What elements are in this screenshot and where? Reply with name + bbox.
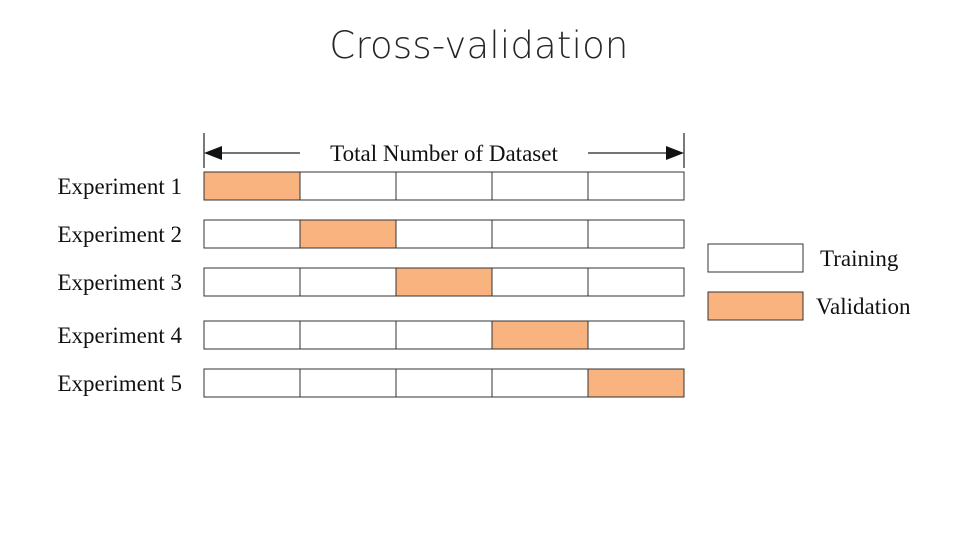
validation-fold-cell (491, 320, 589, 350)
validation-fold-cell (299, 219, 397, 249)
training-fold-cell (587, 320, 685, 350)
training-fold-cell (491, 219, 589, 249)
training-fold-cell (587, 219, 685, 249)
arrow-right-icon (666, 146, 684, 160)
legend-validation-label: Validation (816, 294, 911, 319)
training-fold-cell (299, 368, 397, 398)
training-fold-cell (491, 171, 589, 201)
validation-fold-cell (587, 368, 685, 398)
validation-fold-cell (203, 171, 301, 201)
training-fold-cell (299, 320, 397, 350)
experiment-label: Experiment 2 (57, 222, 182, 247)
training-fold-cell (587, 171, 685, 201)
training-fold-cell (299, 171, 397, 201)
experiment-label: Experiment 3 (57, 270, 182, 295)
legend: Training Validation (707, 243, 911, 321)
training-fold-cell (299, 267, 397, 297)
validation-fold-cell (395, 267, 493, 297)
legend-training-swatch (707, 243, 804, 273)
legend-training-label: Training (820, 246, 899, 271)
training-fold-cell (203, 219, 301, 249)
span-label: Total Number of Dataset (330, 141, 558, 166)
experiment-row: Experiment 3 (57, 267, 685, 297)
experiment-rows: Experiment 1 Experiment 2 Experiment 3 Expe… (57, 171, 685, 398)
experiment-label: Experiment 1 (57, 174, 182, 199)
dataset-span-indicator: Total Number of Dataset (203, 133, 685, 168)
experiment-label: Experiment 5 (57, 371, 182, 396)
training-fold-cell (587, 267, 685, 297)
experiment-row: Experiment 1 (57, 171, 685, 201)
experiment-row: Experiment 2 (57, 219, 685, 249)
training-fold-cell (491, 368, 589, 398)
training-fold-cell (491, 267, 589, 297)
experiment-label: Experiment 4 (57, 323, 182, 348)
training-fold-cell (203, 320, 301, 350)
arrow-left-icon (204, 146, 222, 160)
training-fold-cell (203, 267, 301, 297)
training-fold-cell (395, 219, 493, 249)
slide-title: Cross-validation (329, 24, 629, 67)
training-fold-cell (395, 368, 493, 398)
training-fold-cell (395, 171, 493, 201)
training-fold-cell (203, 368, 301, 398)
experiment-row: Experiment 4 (57, 320, 685, 350)
legend-validation-swatch (707, 291, 804, 321)
training-fold-cell (395, 320, 493, 350)
experiment-row: Experiment 5 (57, 368, 685, 398)
